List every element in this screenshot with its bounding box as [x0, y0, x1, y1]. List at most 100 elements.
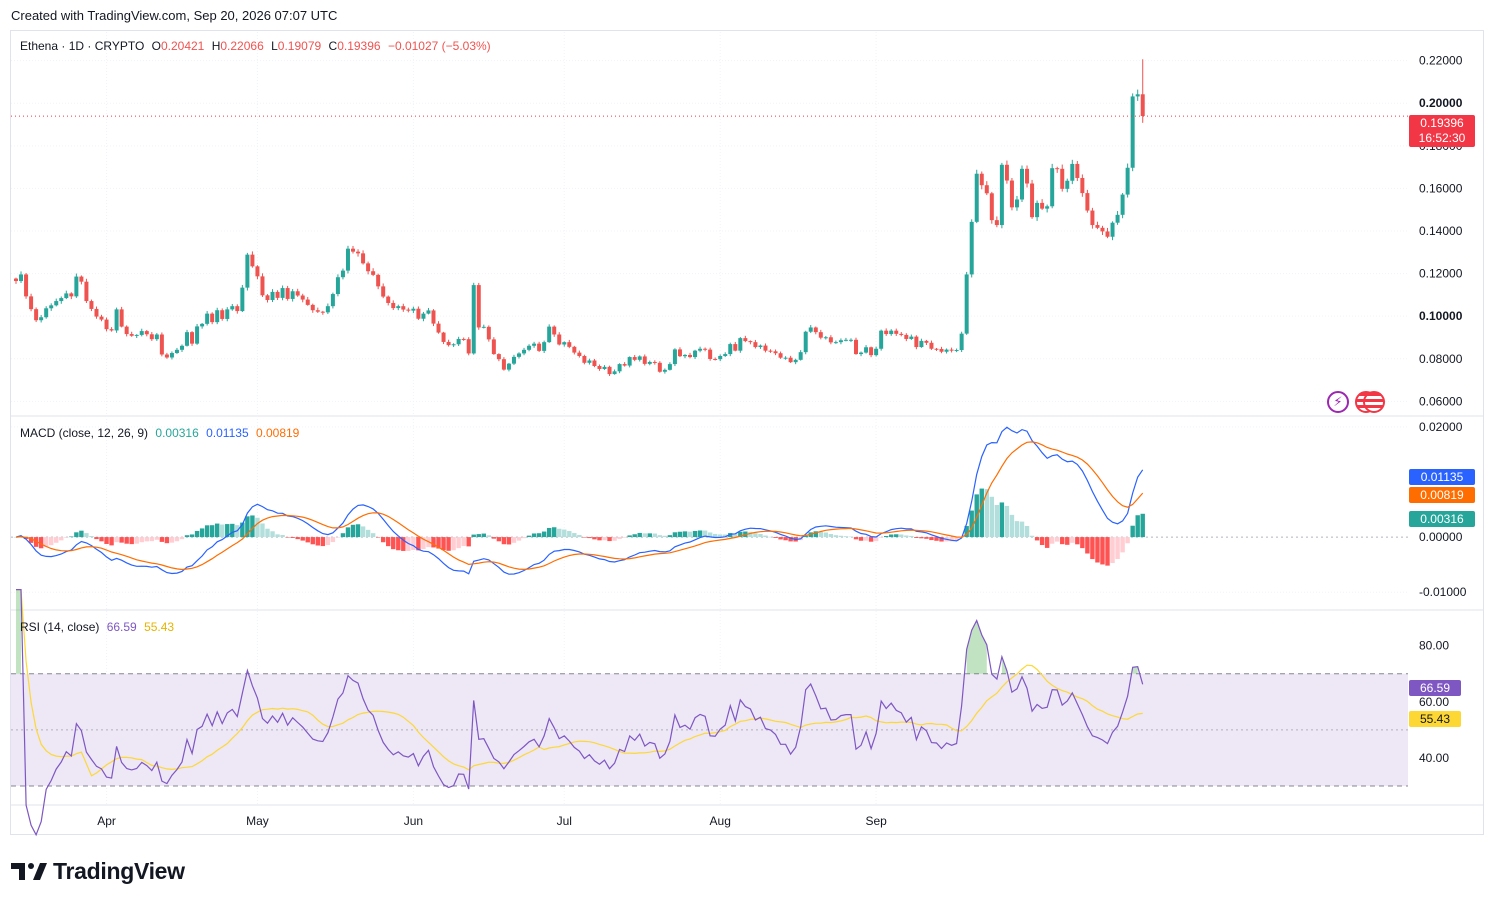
macd-hist-bar [189, 534, 195, 538]
macd-hist-bar [531, 533, 537, 538]
candle-body [582, 355, 587, 363]
macd-hist-bar [582, 537, 587, 538]
rsi-legend: RSI (14, close) 66.59 55.43 [20, 620, 178, 634]
candle-body [1009, 180, 1014, 208]
macd-hist-bar [622, 537, 627, 538]
macd-hist-bar [315, 537, 320, 546]
chart-canvas[interactable]: AprMayJunJulAugSep0.220000.200000.180000… [0, 0, 1495, 845]
macd-hist-bar [707, 532, 713, 538]
macd-hist-bar [909, 535, 914, 538]
candle-body [869, 347, 874, 356]
macd-hist-bar [285, 537, 290, 538]
candle-body [803, 331, 808, 353]
candle-body [1040, 202, 1045, 209]
macd-hist-bar [1009, 514, 1015, 538]
candle-body [361, 253, 366, 264]
candle-body [823, 337, 828, 339]
candle-body [713, 358, 718, 360]
macd-tag: 0.01135 [1409, 469, 1475, 485]
candle-body [1060, 168, 1065, 189]
macd-hist-bar [436, 537, 441, 549]
us-flag-icon[interactable] [1363, 391, 1385, 413]
candle-body [431, 310, 436, 324]
macd-hist-bar [94, 537, 99, 540]
candle-body [798, 352, 803, 360]
candle-body [929, 342, 934, 349]
candle-body [1075, 163, 1080, 178]
candle-body [562, 342, 567, 345]
macd-signal-line [15, 441, 1144, 571]
candle-body [411, 308, 416, 311]
candle-body [144, 331, 149, 335]
candle-body [190, 332, 195, 344]
candle-body [250, 254, 255, 267]
macd-hist-bar [1075, 537, 1080, 545]
candle-body [330, 294, 335, 307]
rsi-title[interactable]: RSI (14, close) [20, 620, 100, 634]
macd-hist-bar [1135, 515, 1140, 538]
macd-hist-bar [1060, 537, 1065, 545]
candle-body [1025, 168, 1030, 184]
candle-body [924, 340, 929, 343]
candle-body [325, 306, 330, 313]
macd-title[interactable]: MACD (close, 12, 26, 9) [20, 426, 149, 440]
candle-body [300, 295, 305, 300]
macd-hist-bar [391, 537, 396, 550]
candle-body [1125, 167, 1130, 195]
macd-hist-bar [979, 488, 984, 538]
macd-hist-bar [853, 537, 859, 540]
candle-body [547, 326, 552, 343]
macd-hist-bar [54, 537, 59, 543]
macd-hist-bar [592, 537, 597, 540]
tradingview-brand[interactable]: TradingView [11, 856, 185, 886]
macd-hist-bar [325, 537, 331, 546]
candle-body [114, 309, 119, 331]
candle-body [969, 221, 974, 275]
macd-hist-bar [899, 534, 904, 538]
symbol-label[interactable]: Ethena · 1D · CRYPTO [20, 39, 145, 53]
candle-body [828, 337, 833, 343]
macd-hist-bar [612, 537, 617, 541]
candle-body [44, 308, 49, 318]
candle-body [1115, 214, 1120, 223]
macd-hist-bar [1029, 535, 1035, 538]
macd-hist-bar [637, 532, 642, 538]
macd-hist-bar [139, 537, 144, 543]
macd-hist-bar [496, 537, 502, 542]
rsi-band [11, 673, 1408, 786]
candle-body [421, 313, 426, 319]
macd-hist-bar [557, 528, 562, 538]
macd-hist-bar [572, 533, 577, 538]
macd-hist-bar [587, 537, 592, 539]
macd-hist-bar [692, 530, 698, 538]
lightning-icon[interactable]: ⚡ [1327, 391, 1349, 413]
chart-frame [10, 30, 1484, 835]
candle-body [255, 266, 260, 277]
candle-body [129, 334, 134, 336]
candle-body [657, 362, 662, 372]
candle-body [793, 359, 798, 363]
open-label: O0.20421 [151, 39, 205, 53]
macd-hist-bar [411, 537, 416, 550]
candle-body [708, 349, 713, 359]
candle-body [728, 344, 733, 355]
macd-hist-bar [144, 537, 149, 542]
candle-body [441, 332, 446, 342]
candle-body [335, 277, 340, 295]
macd-hist-bar [441, 537, 446, 551]
candle-body [49, 305, 54, 309]
candle-body [215, 310, 220, 323]
macd-hist-bar [28, 537, 34, 543]
candle-body [848, 339, 853, 341]
macd-hist-bar [1085, 537, 1090, 554]
candle-body [597, 366, 602, 369]
candle-body [139, 331, 144, 335]
candle-body [763, 345, 768, 351]
macd-hist-bar [169, 537, 175, 543]
candle-body [813, 327, 818, 333]
candle-body [19, 274, 24, 282]
candle-body [874, 348, 879, 356]
x-tick-label: Apr [97, 814, 116, 828]
macd-hist-bar [748, 531, 753, 538]
candle-body [280, 288, 285, 298]
